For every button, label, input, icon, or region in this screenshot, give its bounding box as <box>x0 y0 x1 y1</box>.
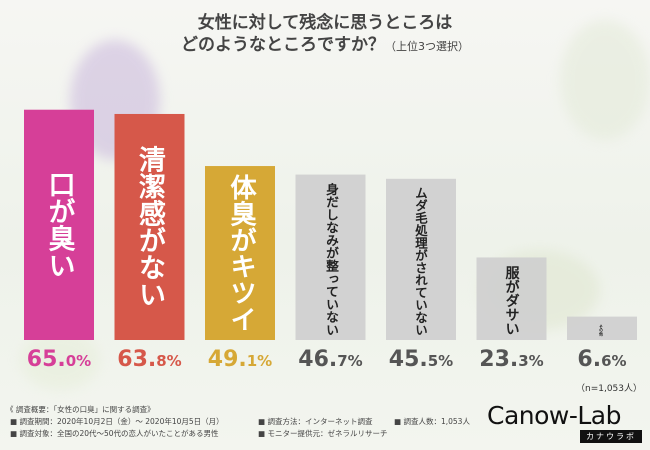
bar-value-label: 23.3% <box>479 347 543 372</box>
bar-value-label: 49.1% <box>208 347 272 372</box>
bar <box>24 109 94 340</box>
bar-category-label: 口が臭い <box>44 171 76 279</box>
bar-category-label: その他 <box>598 324 604 337</box>
bar-value-label: 63.8% <box>117 347 181 372</box>
brand-logo-kana: カナウラボ <box>580 430 642 443</box>
brand-logo: Canow-Lab カナウラボ <box>487 402 642 444</box>
survey-overview: 《 調査概要：「女性の口臭」に関する調査》 <box>6 405 155 414</box>
bar-category-label: 服がダサい <box>504 265 520 336</box>
background-leaf-decoration <box>560 20 650 140</box>
bar <box>386 178 456 340</box>
bar-category-label: 身だしなみが整っていない <box>323 182 339 337</box>
bar-chart: 口が臭い 65.0% 清潔感がない 63.8% 体臭がキツイ 49.1% 身だしなみが整って… <box>24 109 637 372</box>
bar-category-label: 体臭がキツイ <box>225 174 256 332</box>
bar <box>567 316 637 340</box>
bar-value-label: 6.6% <box>577 347 626 372</box>
sample-size: （n=1,053人） <box>575 384 642 394</box>
survey-provider: ■ モニター提供元：ゼネラルリサーチ <box>258 429 388 438</box>
bar <box>205 166 275 340</box>
bar-category-label: ムダ毛処理がされていない <box>414 187 429 336</box>
bar-value-label: 46.7% <box>298 347 362 372</box>
brand-logo-word: Canow-Lab <box>487 401 622 430</box>
bar-value-label: 65.0% <box>27 347 91 372</box>
bar-value-label: 45.5% <box>389 347 453 372</box>
bar <box>295 174 366 340</box>
chart-title-line1: 女性に対して残念に思うところは <box>197 13 453 33</box>
chart-title: 女性に対して残念に思うところは どのようなところですか？（上位3つ選択） <box>0 12 650 58</box>
survey-period: ■ 調査期間：2020年10月2日（金）～ 2020年10月5日（月） <box>10 417 224 426</box>
chart-title-note: （上位3つ選択） <box>385 40 469 53</box>
bar <box>114 113 185 340</box>
bar <box>476 257 547 340</box>
bar-category-label: 清潔感がない <box>134 146 166 308</box>
survey-target: ■ 調査対象：全国の20代～50代の恋人がいたことがある男性 <box>10 429 219 438</box>
survey-count: ■ 調査人数：1,053人 <box>394 417 470 426</box>
survey-method: ■ 調査方法：インターネット調査 <box>258 417 373 426</box>
chart-title-line2: どのようなところですか？ <box>181 35 385 55</box>
